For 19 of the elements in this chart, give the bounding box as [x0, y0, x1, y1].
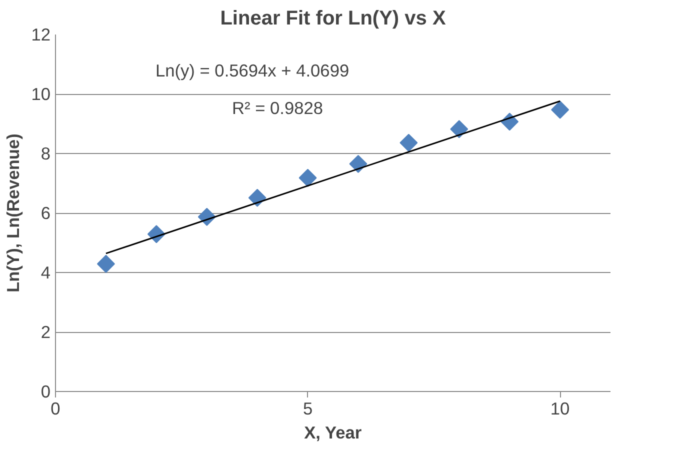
- point: [551, 100, 570, 119]
- point: [450, 120, 468, 138]
- x-tick-label: 10: [550, 398, 570, 418]
- x-axis-title: X, Year: [304, 422, 362, 442]
- y-tick-label: 2: [40, 322, 51, 342]
- y-tick-label: 6: [40, 203, 51, 223]
- y-tick-label: 4: [40, 262, 51, 282]
- y-tick-label: 10: [31, 84, 51, 104]
- point: [298, 168, 317, 187]
- y-axis-title: Ln(Y), Ln(Revenue): [3, 134, 24, 292]
- y-tick-label: 8: [40, 144, 51, 164]
- point: [96, 254, 115, 273]
- y-tick-label: 12: [31, 24, 51, 44]
- annotation: Ln(y) = 0.5694x + 4.0699: [155, 60, 350, 81]
- y-tick-label: 0: [40, 382, 51, 402]
- point: [400, 134, 418, 152]
- x-tick-label: 5: [302, 398, 313, 418]
- chart-title: Linear Fit for Ln(Y) vs X: [220, 8, 446, 30]
- annotation: R² = 0.9828: [232, 98, 324, 118]
